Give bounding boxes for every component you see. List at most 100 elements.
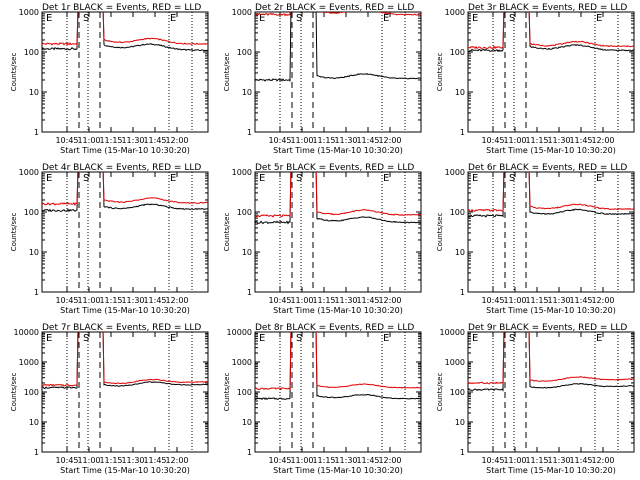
y-tick-label: 100 — [237, 388, 252, 397]
marker-letter-start: E — [46, 333, 52, 344]
x-tick-label: 11:30 — [334, 136, 357, 145]
x-tick-label: 10:45 — [481, 136, 504, 145]
x-tick-label: 11:00 — [290, 296, 313, 305]
y-axis-label: Counts/sec — [10, 213, 18, 252]
x-tick-label: 11:45 — [143, 136, 166, 145]
y-tick-label: 1 — [460, 128, 465, 137]
marker-letter-start: E — [259, 333, 265, 344]
x-tick-label: 11:45 — [569, 136, 592, 145]
x-tick-label: 10:45 — [55, 296, 78, 305]
series-line-lld — [255, 332, 421, 391]
series-line-events — [468, 172, 634, 218]
y-tick-label: 1 — [34, 128, 39, 137]
x-axis-label: Start Time (15-Mar-10 10:30:20) — [273, 466, 403, 475]
series-line-lld — [468, 172, 634, 213]
chart-panel-8: Det 8r BLACK = Events, RED = LLD 1 10 100 10… — [223, 323, 422, 475]
y-tick-label: 100 — [450, 48, 465, 57]
marker-letter-start: E — [46, 13, 52, 24]
series-line-lld — [255, 172, 421, 218]
y-tick-label: 1 — [247, 288, 252, 297]
marker-letter-start: E — [46, 173, 52, 184]
marker-letter-end: E — [596, 13, 602, 24]
series-line-lld — [42, 12, 208, 46]
x-axis-label: Start Time (15-Mar-10 10:30:20) — [60, 466, 190, 475]
marker-letter-mid: S — [296, 333, 302, 344]
y-tick-label: 1000 — [19, 168, 39, 177]
y-tick-label: 10000 — [227, 328, 252, 337]
marker-letter-end: E — [383, 333, 389, 344]
y-tick-label: 1 — [247, 448, 252, 457]
x-axis-label: Start Time (15-Mar-10 10:30:20) — [273, 146, 403, 155]
y-axis-label: Counts/sec — [10, 373, 18, 412]
series-line-lld — [42, 332, 208, 387]
marker-letter-end: E — [596, 173, 602, 184]
y-tick-label: 100 — [24, 48, 39, 57]
chart-title: Det 5r BLACK = Events, RED = LLD — [255, 163, 414, 173]
chart-panel-9: Det 9r BLACK = Events, RED = LLD 1 10 100 10… — [436, 323, 635, 475]
y-tick-label: 1 — [34, 448, 39, 457]
y-axis-label: Counts/sec — [436, 53, 444, 92]
x-tick-label: 12:00 — [165, 296, 188, 305]
chart-title: Det 7r BLACK = Events, RED = LLD — [42, 323, 201, 333]
x-tick-label: 11:30 — [121, 296, 144, 305]
y-axis-label: Counts/sec — [223, 53, 231, 92]
x-tick-label: 11:00 — [503, 136, 526, 145]
x-tick-label: 10:45 — [268, 296, 291, 305]
chart-panel-1: Det 1r BLACK = Events, RED = LLD 1 10 100 10… — [10, 3, 209, 155]
x-tick-label: 11:30 — [121, 456, 144, 465]
y-tick-label: 10000 — [440, 328, 465, 337]
x-axis-label: Start Time (15-Mar-10 10:30:20) — [486, 146, 616, 155]
series-line-events — [255, 12, 421, 82]
y-tick-label: 100 — [24, 388, 39, 397]
x-tick-label: 12:00 — [591, 296, 614, 305]
x-tick-label: 12:00 — [378, 456, 401, 465]
chart-panel-6: Det 6r BLACK = Events, RED = LLD 1 10 100 10… — [436, 163, 635, 315]
x-tick-label: 11:45 — [356, 456, 379, 465]
marker-letter-end: E — [170, 333, 176, 344]
marker-letter-mid: S — [296, 13, 302, 24]
marker-letter-end: E — [383, 173, 389, 184]
x-tick-label: 11:15 — [99, 456, 122, 465]
y-tick-label: 1 — [34, 288, 39, 297]
x-tick-label: 12:00 — [378, 136, 401, 145]
series-line-events — [42, 332, 208, 390]
marker-letter-mid: S — [83, 13, 89, 24]
y-tick-label: 10 — [29, 248, 39, 257]
y-tick-label: 1000 — [19, 358, 39, 367]
x-tick-label: 10:45 — [481, 296, 504, 305]
x-tick-label: 11:00 — [503, 456, 526, 465]
y-tick-label: 100 — [237, 208, 252, 217]
plot-frame — [467, 171, 635, 293]
x-tick-label: 12:00 — [165, 456, 188, 465]
x-tick-label: 11:15 — [525, 296, 548, 305]
y-tick-label: 1000 — [445, 8, 465, 17]
x-axis-label: Start Time (15-Mar-10 10:30:20) — [486, 306, 616, 315]
chart-panel-4: Det 4r BLACK = Events, RED = LLD 1 10 100 10… — [10, 163, 209, 315]
marker-letter-start: E — [472, 13, 478, 24]
x-tick-label: 11:45 — [143, 456, 166, 465]
marker-letter-mid: S — [509, 333, 515, 344]
chart-panel-3: Det 3r BLACK = Events, RED = LLD 1 10 100 10… — [436, 3, 635, 155]
plot-frame — [467, 11, 635, 133]
y-axis-label: Counts/sec — [10, 53, 18, 92]
x-axis-label: Start Time (15-Mar-10 10:30:20) — [486, 466, 616, 475]
y-tick-label: 100 — [450, 388, 465, 397]
chart-title: Det 8r BLACK = Events, RED = LLD — [255, 323, 414, 333]
x-tick-label: 11:30 — [334, 456, 357, 465]
x-tick-label: 11:15 — [312, 456, 335, 465]
series-line-events — [468, 332, 634, 392]
series-line-events — [42, 172, 208, 213]
chart-panel-2: Det 2r BLACK = Events, RED = LLD 1 10 100 10… — [223, 3, 422, 155]
chart-title: Det 1r BLACK = Events, RED = LLD — [42, 3, 201, 13]
series-line-events — [42, 12, 208, 52]
plot-frame — [41, 11, 209, 133]
y-axis-label: Counts/sec — [223, 213, 231, 252]
y-tick-label: 1000 — [232, 358, 252, 367]
x-tick-label: 11:00 — [290, 136, 313, 145]
y-tick-label: 10 — [242, 88, 252, 97]
x-tick-label: 12:00 — [378, 296, 401, 305]
y-tick-label: 10 — [242, 248, 252, 257]
series-line-events — [255, 172, 421, 225]
x-tick-label: 10:45 — [55, 136, 78, 145]
